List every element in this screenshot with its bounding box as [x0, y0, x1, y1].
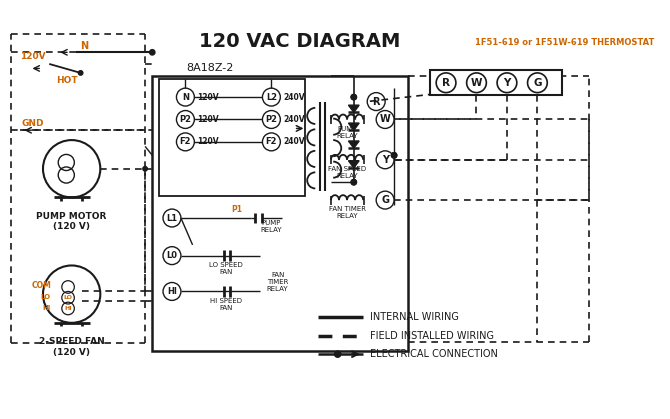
Text: HI SPEED
FAN: HI SPEED FAN — [210, 298, 242, 311]
Text: 1F51-619 or 1F51W-619 THERMOSTAT: 1F51-619 or 1F51W-619 THERMOSTAT — [475, 38, 654, 47]
Text: 240V: 240V — [283, 137, 305, 146]
Circle shape — [149, 49, 155, 55]
Bar — [430, 70, 563, 95]
Circle shape — [391, 153, 397, 158]
Text: COM: COM — [32, 281, 52, 290]
Text: FAN TIMER
RELAY: FAN TIMER RELAY — [329, 207, 366, 220]
Polygon shape — [348, 141, 359, 148]
Circle shape — [391, 153, 397, 158]
Text: R: R — [442, 78, 450, 88]
Bar — [152, 77, 407, 351]
Text: F2: F2 — [180, 137, 191, 146]
Text: P1: P1 — [231, 204, 242, 214]
Text: G: G — [533, 78, 541, 88]
Text: PUMP
RELAY: PUMP RELAY — [261, 220, 282, 233]
Text: PUMP
RELAY: PUMP RELAY — [337, 126, 358, 139]
Text: 120V: 120V — [197, 115, 218, 124]
Text: L1: L1 — [166, 214, 178, 222]
Circle shape — [334, 351, 341, 357]
Text: 120V: 120V — [197, 93, 218, 101]
Text: 240V: 240V — [283, 115, 305, 124]
Text: HI: HI — [42, 305, 50, 310]
Text: INTERNAL WIRING: INTERNAL WIRING — [370, 312, 459, 321]
Text: F2: F2 — [265, 137, 277, 146]
Text: GND: GND — [21, 119, 44, 129]
Circle shape — [351, 179, 356, 185]
Text: N: N — [80, 41, 88, 51]
Text: HOT: HOT — [56, 77, 78, 85]
Text: PUMP MOTOR
(120 V): PUMP MOTOR (120 V) — [36, 212, 107, 231]
Text: Y: Y — [382, 155, 389, 165]
Text: 120 VAC DIAGRAM: 120 VAC DIAGRAM — [200, 32, 401, 51]
Polygon shape — [348, 123, 359, 130]
Text: 8A18Z-2: 8A18Z-2 — [186, 63, 234, 73]
Bar — [159, 79, 305, 196]
Text: G: G — [381, 195, 389, 205]
Text: L2: L2 — [266, 93, 277, 101]
Circle shape — [78, 71, 83, 75]
Circle shape — [351, 94, 356, 100]
Circle shape — [143, 166, 147, 171]
Text: FIELD INSTALLED WIRING: FIELD INSTALLED WIRING — [370, 331, 494, 341]
Polygon shape — [348, 105, 359, 112]
Text: ELECTRICAL CONNECTION: ELECTRICAL CONNECTION — [370, 349, 498, 359]
Text: 240V: 240V — [283, 93, 305, 101]
Text: FAN
TIMER
RELAY: FAN TIMER RELAY — [267, 272, 289, 292]
Text: L0: L0 — [166, 251, 178, 260]
Text: P2: P2 — [180, 115, 192, 124]
Text: P2: P2 — [265, 115, 277, 124]
Text: 2-SPEED FAN
(120 V): 2-SPEED FAN (120 V) — [39, 337, 105, 357]
Text: LO: LO — [40, 294, 50, 300]
Text: Y: Y — [503, 78, 511, 88]
Text: LO: LO — [64, 295, 72, 300]
Text: HI: HI — [167, 287, 177, 296]
Text: HI: HI — [64, 306, 72, 311]
Text: R: R — [373, 96, 380, 106]
Text: N: N — [182, 93, 189, 101]
Circle shape — [351, 94, 356, 100]
Text: FAN SPEED
RELAY: FAN SPEED RELAY — [328, 166, 366, 179]
Text: W: W — [471, 78, 482, 88]
Polygon shape — [348, 160, 359, 168]
Text: 120V: 120V — [197, 137, 218, 146]
Text: LO SPEED
FAN: LO SPEED FAN — [209, 262, 243, 275]
Circle shape — [351, 179, 356, 185]
Text: W: W — [380, 114, 391, 124]
Text: 120V: 120V — [19, 52, 46, 61]
